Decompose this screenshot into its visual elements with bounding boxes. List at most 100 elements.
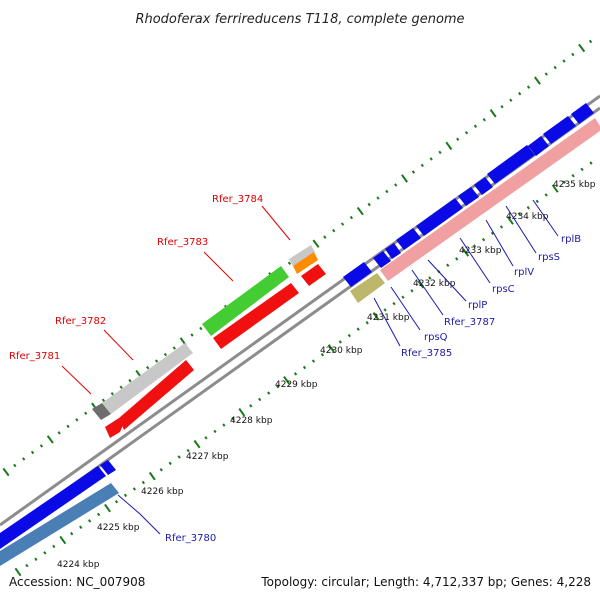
gene-steelblue: [0, 483, 119, 566]
tick-mark: [509, 98, 513, 102]
tick-mark: [580, 167, 584, 172]
tick-mark: [533, 76, 541, 85]
kbp-label: 4229 kbp: [275, 380, 318, 390]
tick-mark: [464, 131, 469, 135]
tick-mark: [417, 280, 425, 289]
gene-rfer-3784-gray: [289, 245, 315, 266]
tick-mark: [578, 43, 586, 53]
tick-mark: [338, 340, 342, 344]
tick-mark: [323, 235, 327, 239]
kbp-label: 4227 kbp: [186, 452, 229, 462]
gene-rfer-3782-gray: [102, 343, 193, 414]
tick-mark: [367, 202, 371, 207]
tick-mark: [372, 312, 380, 321]
tick-mark: [526, 85, 531, 89]
tick-mark: [411, 170, 416, 174]
tick-mark: [132, 487, 137, 491]
tick-mark: [473, 124, 478, 128]
gene-blue: [396, 228, 421, 250]
tick-mark: [526, 206, 530, 210]
tick-mark: [249, 404, 253, 408]
tick-mark: [347, 333, 351, 338]
tick-mark: [327, 344, 335, 353]
tick-mark: [119, 385, 123, 389]
kbp-label: 4225 kbp: [97, 523, 140, 533]
gene-label: Rfer_3783: [157, 237, 208, 248]
gene-red: [119, 360, 194, 430]
tick-mark: [22, 457, 26, 461]
tick-mark: [544, 72, 548, 76]
inner-strand-genes: [0, 118, 600, 566]
leader-line: [532, 199, 559, 237]
tick-mark: [13, 463, 17, 468]
tick-mark: [141, 480, 146, 485]
tick-mark: [222, 423, 226, 427]
gene-label: rplB: [561, 234, 581, 245]
tick-mark: [128, 378, 132, 383]
tick-mark: [302, 365, 307, 370]
tick-mark: [84, 411, 88, 415]
kbp-label: 4235 kbp: [553, 180, 596, 190]
tick-mark: [52, 544, 56, 549]
tick-mark: [287, 261, 292, 265]
kbp-label: 4224 kbp: [57, 560, 100, 570]
tick-mark: [571, 52, 575, 57]
tick-mark: [258, 397, 262, 402]
gene-blue: [0, 466, 106, 549]
tick-mark: [420, 163, 424, 168]
leader-line: [373, 297, 401, 347]
gene-label: Rfer_3781: [9, 351, 60, 362]
leader-line: [390, 286, 421, 331]
gene-label: rpsS: [538, 252, 560, 263]
gene-blue: [416, 198, 463, 236]
kbp-label: 4228 kbp: [230, 416, 273, 426]
tick-mark: [383, 308, 387, 312]
leader-line: [117, 494, 161, 535]
tick-mark: [87, 519, 92, 523]
tick-mark: [517, 212, 522, 216]
tick-mark: [159, 468, 163, 472]
leader-line: [505, 205, 537, 254]
gene-label: Rfer_3780: [165, 533, 216, 544]
outer-tick-ring: [2, 39, 593, 477]
tick-mark: [551, 184, 559, 193]
leader-line: [261, 205, 291, 241]
accession-text: Accession: NC_007908: [9, 575, 145, 589]
kbp-label: 4226 kbp: [141, 487, 184, 497]
gene-blue: [458, 187, 479, 206]
tick-mark: [177, 455, 181, 459]
tick-mark: [481, 237, 486, 242]
outer-strand-genes: [0, 103, 594, 549]
tick-mark: [148, 471, 156, 481]
tick-mark: [172, 346, 176, 350]
tick-mark: [445, 141, 453, 151]
tick-mark: [213, 429, 217, 434]
gene-label: rpsQ: [424, 332, 448, 343]
tick-mark: [455, 257, 459, 261]
gene-red: [301, 264, 326, 286]
tick-mark: [553, 65, 557, 70]
tick-mark: [146, 365, 150, 370]
tick-mark: [30, 450, 35, 455]
tick-mark: [506, 216, 514, 225]
tick-mark: [168, 461, 172, 466]
leader-line: [103, 329, 134, 361]
gene-label: rpsC: [492, 284, 515, 295]
leader-line: [203, 251, 234, 282]
genome-summary-text: Topology: circular; Length: 4,712,337 bp…: [260, 575, 591, 589]
tick-mark: [2, 467, 10, 477]
tick-mark: [154, 359, 159, 363]
tick-mark: [589, 161, 593, 165]
tick-mark: [320, 353, 325, 357]
gene-label: Rfer_3784: [212, 194, 263, 205]
tick-mark: [312, 239, 320, 248]
tick-mark: [499, 225, 504, 229]
gene-rfer-3784-orange: [293, 252, 318, 274]
tick-mark: [70, 531, 74, 536]
tick-mark: [428, 276, 432, 280]
kbp-label: 4232 kbp: [413, 279, 456, 289]
tick-mark: [401, 295, 405, 299]
gene-blue: [385, 243, 401, 259]
tick-mark: [123, 493, 128, 498]
